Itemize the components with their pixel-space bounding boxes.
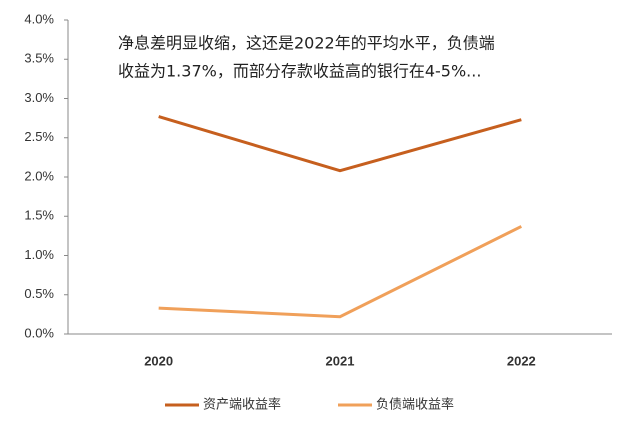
annotation: 净息差明显收缩，这还是2022年的平均水平，负债端 xyxy=(118,34,495,53)
x-tick-label: 2022 xyxy=(507,353,536,368)
y-tick-label: 2.0% xyxy=(24,168,54,183)
y-tick-label: 1.0% xyxy=(24,247,54,262)
y-tick-label: 1.5% xyxy=(24,208,54,223)
y-tick-label: 3.5% xyxy=(24,51,54,66)
y-tick-label: 4.0% xyxy=(24,11,54,26)
legend-label: 负债端收益率 xyxy=(376,397,454,413)
y-tick-label: 3.0% xyxy=(24,90,54,105)
x-tick-label: 2021 xyxy=(326,353,355,368)
series-line xyxy=(158,225,523,319)
y-tick-label: 0.0% xyxy=(24,325,54,340)
y-tick-label: 0.5% xyxy=(24,286,54,301)
y-tick-label: 2.5% xyxy=(24,129,54,144)
annotation: 收益为1.37%，而部分存款收益高的银行在4-5%... xyxy=(118,62,481,81)
legend-label: 资产端收益率 xyxy=(203,397,281,413)
x-tick-label: 2020 xyxy=(144,353,173,368)
series-line xyxy=(158,115,522,173)
